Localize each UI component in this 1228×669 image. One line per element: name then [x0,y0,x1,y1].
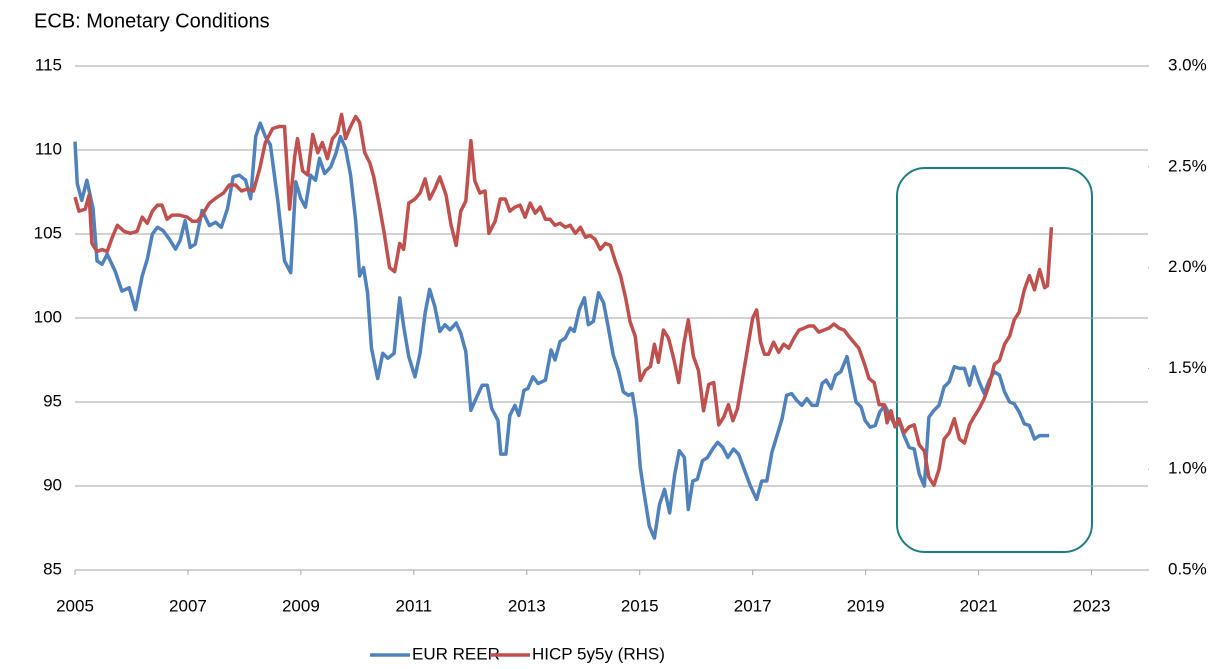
highlight-box [896,167,1093,553]
y2-tick-label: 1.5% [1168,358,1207,377]
x-tick-label: 2005 [56,596,94,615]
y-tick-label: 90 [43,475,62,494]
x-tick-label: 2009 [282,596,320,615]
y-tick-label: 110 [35,139,62,158]
y-tick-label: 115 [35,55,62,74]
x-tick-label: 2017 [734,596,772,615]
legend-label: EUR REER [412,644,500,663]
legend-label: HICP 5y5y (RHS) [532,644,665,663]
x-tick-label: 2013 [508,596,546,615]
x-tick-label: 2011 [396,596,433,615]
y2-tick-label: 1.0% [1168,459,1207,478]
series-line [73,112,1054,488]
x-tick-label: 2015 [621,596,659,615]
y-tick-label: 105 [34,223,62,242]
x-tick-label: 2023 [1073,596,1111,615]
chart-title: ECB: Monetary Conditions [34,10,270,32]
y2-tick-label: 0.5% [1168,559,1207,578]
y-tick-label: 100 [34,307,62,326]
y-tick-label: 85 [43,559,62,578]
y2-tick-label: 3.0% [1168,55,1207,74]
x-tick-label: 2021 [960,596,998,615]
y-tick-label: 95 [43,391,62,410]
y2-tick-label: 2.0% [1168,257,1207,276]
x-tick-label: 2007 [169,596,207,615]
x-tick-label: 2019 [847,596,885,615]
series-line [73,121,1050,540]
y2-tick-label: 2.5% [1168,156,1207,175]
